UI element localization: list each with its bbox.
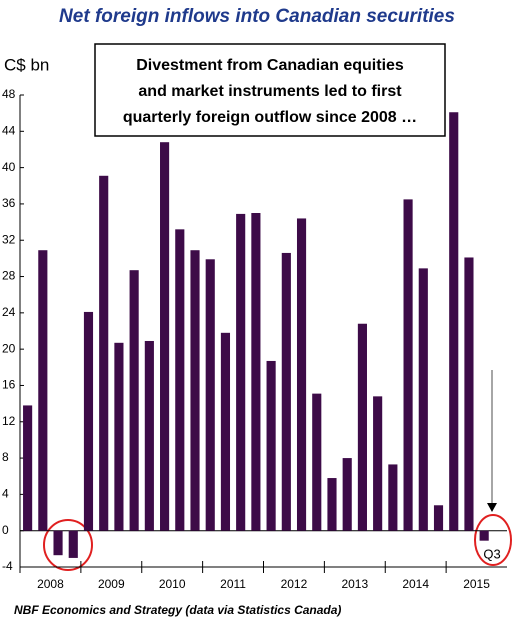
bar — [373, 396, 383, 531]
annotation-box — [94, 43, 446, 137]
bar — [449, 112, 459, 531]
bar — [236, 213, 246, 531]
bar — [68, 530, 78, 558]
x-tick-label: 2013 — [341, 577, 368, 591]
annotation-line: and market instruments led to first — [138, 83, 402, 100]
y-tick-label: 28 — [2, 269, 16, 283]
y-tick-label: 36 — [2, 196, 16, 210]
bar — [388, 464, 398, 531]
bar — [205, 259, 215, 531]
x-tick-label: 2010 — [159, 577, 186, 591]
y-tick-label: 8 — [2, 450, 9, 464]
bar — [312, 393, 322, 531]
source: NBF Economics and Strategy (data via Sta… — [14, 603, 341, 617]
x-tick-label: 2011 — [220, 577, 246, 591]
bar — [342, 458, 352, 531]
y-tick-label: 12 — [2, 414, 16, 428]
y-tick-label: 4 — [2, 487, 9, 501]
bar — [296, 218, 307, 531]
bar — [53, 530, 63, 556]
bar — [479, 530, 489, 541]
bar — [160, 142, 170, 531]
bar — [433, 505, 444, 531]
bar — [220, 332, 231, 531]
bar — [327, 478, 337, 531]
y-tick-label: 0 — [2, 523, 9, 537]
q3-label: Q3 — [483, 546, 500, 561]
bar — [38, 250, 48, 531]
bar — [129, 270, 139, 531]
y-tick-label: 20 — [2, 341, 16, 355]
x-tick-label: 2015 — [463, 577, 490, 591]
bar — [99, 175, 109, 531]
x-tick-label: 2012 — [281, 577, 308, 591]
bar — [144, 340, 154, 531]
y-tick-label: 24 — [2, 305, 16, 319]
bar — [357, 323, 367, 531]
bar — [83, 311, 94, 531]
highlight-circle — [43, 519, 93, 571]
bar — [190, 250, 200, 531]
y-tick-label: 40 — [2, 160, 16, 174]
bar — [23, 405, 33, 531]
bar — [251, 213, 261, 531]
x-tick-label: 2009 — [98, 577, 125, 591]
y-tick-label: 32 — [2, 232, 16, 246]
bar — [114, 342, 124, 531]
y-axis-label: C$ bn — [4, 55, 49, 74]
x-tick-label: 2008 — [37, 577, 64, 591]
bar — [403, 199, 413, 531]
y-tick-label: 16 — [2, 378, 16, 392]
bar — [266, 360, 276, 531]
bar — [464, 257, 474, 531]
y-tick-label: 48 — [2, 87, 16, 101]
y-tick-label: 44 — [2, 123, 16, 137]
x-tick-label: 2014 — [402, 577, 429, 591]
chart-title: Net foreign inflows into Canadian securi… — [59, 6, 455, 27]
y-tick-label: -4 — [2, 559, 13, 573]
arrow-head — [487, 503, 497, 512]
bar — [281, 252, 291, 531]
bar — [418, 268, 428, 531]
annotation-line: quarterly foreign outflow since 2008 … — [123, 109, 417, 126]
highlight-circle — [474, 514, 512, 566]
annotation-line: Divestment from Canadian equities — [136, 57, 404, 74]
bar — [175, 229, 185, 531]
